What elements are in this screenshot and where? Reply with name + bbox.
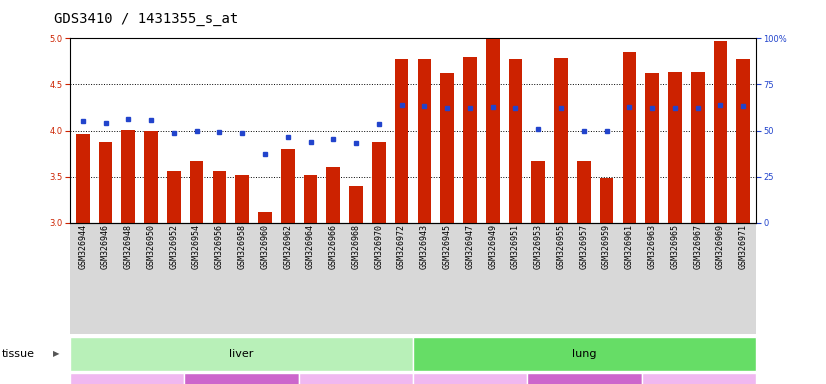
Bar xyxy=(281,149,295,223)
Text: ▶: ▶ xyxy=(53,349,59,358)
Bar xyxy=(554,58,568,223)
Bar xyxy=(645,73,659,223)
Bar xyxy=(440,73,454,223)
Text: tissue: tissue xyxy=(2,349,35,359)
Bar xyxy=(167,171,181,223)
Bar xyxy=(76,134,89,223)
Bar xyxy=(600,179,614,223)
Bar xyxy=(235,175,249,223)
Bar xyxy=(509,59,522,223)
Bar xyxy=(714,41,728,223)
Bar xyxy=(486,39,500,223)
Bar xyxy=(691,73,705,223)
Bar xyxy=(531,161,545,223)
Bar xyxy=(349,186,363,223)
Bar xyxy=(577,161,591,223)
Bar xyxy=(304,175,317,223)
Bar xyxy=(463,57,477,223)
Bar xyxy=(258,212,272,223)
Bar xyxy=(212,171,226,223)
Bar xyxy=(145,131,158,223)
Text: lung: lung xyxy=(572,349,596,359)
Bar xyxy=(121,130,135,223)
Bar xyxy=(418,59,431,223)
Bar xyxy=(623,52,636,223)
Text: GDS3410 / 1431355_s_at: GDS3410 / 1431355_s_at xyxy=(54,12,238,25)
Bar xyxy=(395,59,408,223)
Bar xyxy=(190,161,203,223)
Bar xyxy=(737,59,750,223)
Bar xyxy=(98,142,112,223)
Text: liver: liver xyxy=(230,349,254,359)
Bar xyxy=(326,167,340,223)
Bar xyxy=(668,73,681,223)
Bar xyxy=(372,142,386,223)
